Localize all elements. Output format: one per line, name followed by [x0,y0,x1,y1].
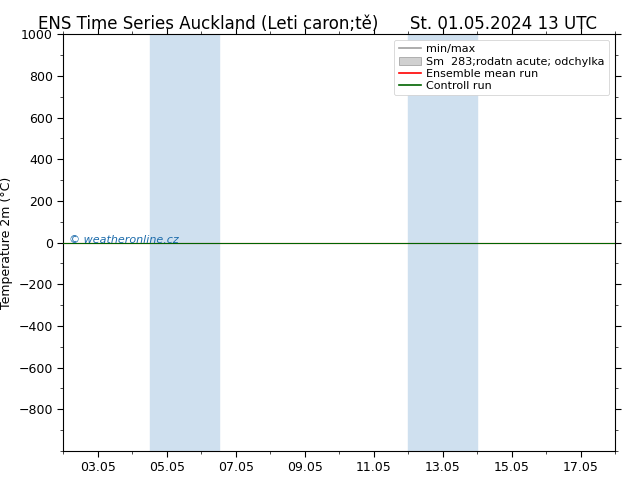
Legend: min/max, Sm  283;rodatn acute; odchylka, Ensemble mean run, Controll run: min/max, Sm 283;rodatn acute; odchylka, … [394,40,609,96]
Y-axis label: Temperature 2m (°C): Temperature 2m (°C) [0,176,13,309]
Bar [408,34,477,451]
Text: © weatheronline.cz: © weatheronline.cz [69,236,179,245]
Text: ENS Time Series Auckland (Leti caron;tě)      St. 01.05.2024 13 UTC: ENS Time Series Auckland (Leti caron;tě)… [37,15,597,33]
Bar [150,34,219,451]
